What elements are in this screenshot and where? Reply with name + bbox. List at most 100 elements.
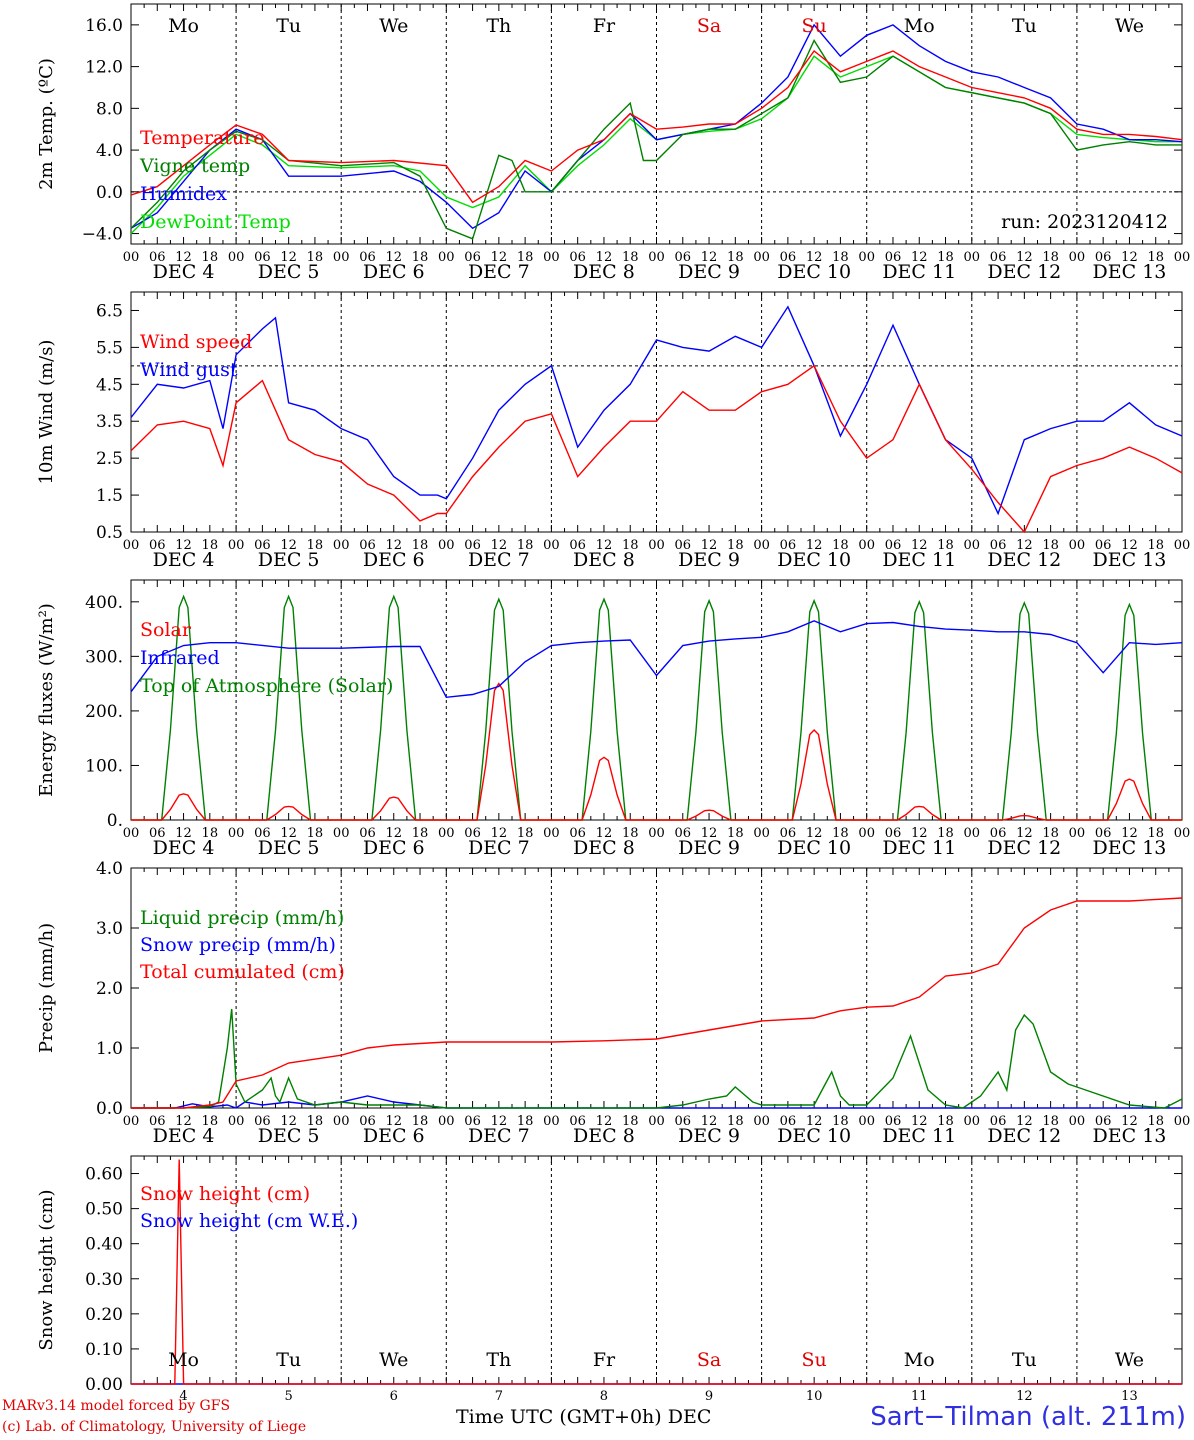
hour-tick-label: 06 (464, 250, 481, 265)
day-number-label: 5 (285, 1389, 293, 1404)
day-number-label: 6 (390, 1389, 398, 1404)
hour-tick-label: 12 (911, 538, 928, 553)
y-tick-label: 3.5 (96, 412, 123, 432)
hour-tick-label: 06 (1095, 826, 1112, 841)
hour-tick-label: 06 (990, 826, 1007, 841)
series-vigne-temp (130, 39, 1182, 240)
hour-tick-label: 00 (333, 538, 350, 553)
weekday-label: Sa (697, 15, 721, 37)
y-axis-label: Energy fluxes (W/m²) (36, 603, 57, 797)
hour-tick-label: 06 (1095, 250, 1112, 265)
hour-tick-label: 18 (412, 538, 429, 553)
hour-tick-label: 00 (1069, 826, 1086, 841)
day-number-label: 12 (1016, 1389, 1033, 1404)
hour-tick-label: 18 (517, 250, 534, 265)
hour-tick-label: 12 (1121, 1114, 1138, 1129)
hour-tick-label: 06 (675, 1114, 692, 1129)
day-label: DEC 5 (258, 837, 320, 859)
hour-tick-label: 06 (569, 1114, 586, 1129)
legend-entry: Top of Atmosphere (Solar) (140, 675, 393, 697)
weekday-label: Tu (1012, 15, 1037, 37)
weekday-label: We (379, 1349, 408, 1371)
hour-tick-label: 18 (832, 250, 849, 265)
y-tick-label: −4.0 (82, 225, 123, 245)
hour-tick-label: 06 (990, 250, 1007, 265)
hour-tick-label: 00 (648, 250, 665, 265)
day-label: DEC 4 (153, 1125, 215, 1147)
hour-tick-label: 18 (1147, 1114, 1164, 1129)
hour-tick-label: 12 (911, 250, 928, 265)
day-label: DEC 7 (468, 261, 530, 283)
day-number-label: 8 (600, 1389, 608, 1404)
hour-tick-label: 18 (412, 250, 429, 265)
hour-tick-label: 12 (491, 250, 508, 265)
y-tick-label: 16.0 (85, 16, 123, 36)
hour-tick-label: 18 (517, 826, 534, 841)
y-tick-label: 1.5 (96, 486, 123, 506)
legend-entry: Humidex (140, 183, 227, 205)
hour-tick-label: 12 (806, 826, 823, 841)
station-name: Sart−Tilman (alt. 211m) (870, 1402, 1186, 1432)
day-number-label: 10 (806, 1389, 823, 1404)
legend-entry: Wind speed (140, 331, 252, 353)
hour-tick-label: 18 (937, 1114, 954, 1129)
day-label: DEC 13 (1093, 1125, 1167, 1147)
hour-tick-label: 00 (858, 826, 875, 841)
hour-tick-label: 00 (228, 1114, 245, 1129)
day-label: DEC 11 (882, 549, 956, 571)
hour-tick-label: 12 (806, 250, 823, 265)
weekday-label: Fr (593, 15, 616, 37)
weekday-label: Th (486, 15, 511, 37)
series-temperature (130, 49, 1183, 204)
hour-tick-label: 00 (438, 538, 455, 553)
hour-tick-label: 00 (123, 1114, 140, 1129)
hour-tick-label: 18 (412, 826, 429, 841)
day-number-label: 9 (705, 1389, 713, 1404)
hour-tick-label: 00 (858, 538, 875, 553)
hour-tick-label: 18 (622, 1114, 639, 1129)
hour-tick-label: 00 (543, 826, 560, 841)
day-label: DEC 7 (468, 1125, 530, 1147)
hour-tick-label: 12 (1016, 826, 1033, 841)
hour-tick-label: 12 (491, 538, 508, 553)
bottom-axis-label: Time UTC (GMT+0h) DEC (456, 1406, 712, 1428)
hour-tick-label: 06 (780, 250, 797, 265)
hour-tick-label: 00 (753, 826, 770, 841)
hour-tick-label: 12 (280, 538, 297, 553)
legend-entry: Solar (140, 619, 192, 641)
hour-tick-label: 18 (412, 1114, 429, 1129)
y-axis-label: 10m Wind (m/s) (36, 340, 57, 485)
series-liquid-precip-mm-h- (131, 1008, 1183, 1109)
hour-tick-label: 12 (280, 826, 297, 841)
hour-tick-label: 06 (359, 538, 376, 553)
hour-tick-label: 06 (149, 826, 166, 841)
hour-tick-label: 18 (1042, 826, 1059, 841)
hour-tick-label: 06 (675, 250, 692, 265)
hour-tick-label: 12 (175, 538, 192, 553)
y-tick-label: 3.0 (96, 919, 123, 939)
panel-1: −4.0 0.0 4.0 8.0 12.0 16.0 2m Temp. (ºC) Temper… (36, 3, 1190, 283)
hour-tick-label: 18 (517, 538, 534, 553)
hour-tick-label: 00 (543, 538, 560, 553)
series-snow-height-cm- (131, 1159, 1182, 1385)
hour-tick-label: 12 (175, 826, 192, 841)
day-label: DEC 8 (573, 837, 635, 859)
hour-tick-label: 06 (254, 538, 271, 553)
hour-tick-label: 06 (464, 1114, 481, 1129)
hour-tick-label: 00 (123, 826, 140, 841)
hour-tick-label: 12 (175, 1114, 192, 1129)
y-tick-label: 0.60 (85, 1165, 123, 1185)
hour-tick-label: 00 (753, 1114, 770, 1129)
hour-tick-label: 18 (727, 250, 744, 265)
legend-entry: Snow precip (mm/h) (140, 934, 336, 956)
panel-3: 0. 100. 200. 300. 400. Energy fluxes (W/m²) So… (36, 579, 1190, 859)
y-tick-label: 0.20 (85, 1305, 123, 1325)
day-label: DEC 4 (153, 261, 215, 283)
y-tick-label: 8.0 (96, 99, 123, 119)
hour-tick-label: 18 (1042, 1114, 1059, 1129)
hour-tick-label: 12 (175, 250, 192, 265)
hour-tick-label: 06 (885, 1114, 902, 1129)
day-label: DEC 6 (363, 1125, 425, 1147)
hour-tick-label: 00 (543, 250, 560, 265)
